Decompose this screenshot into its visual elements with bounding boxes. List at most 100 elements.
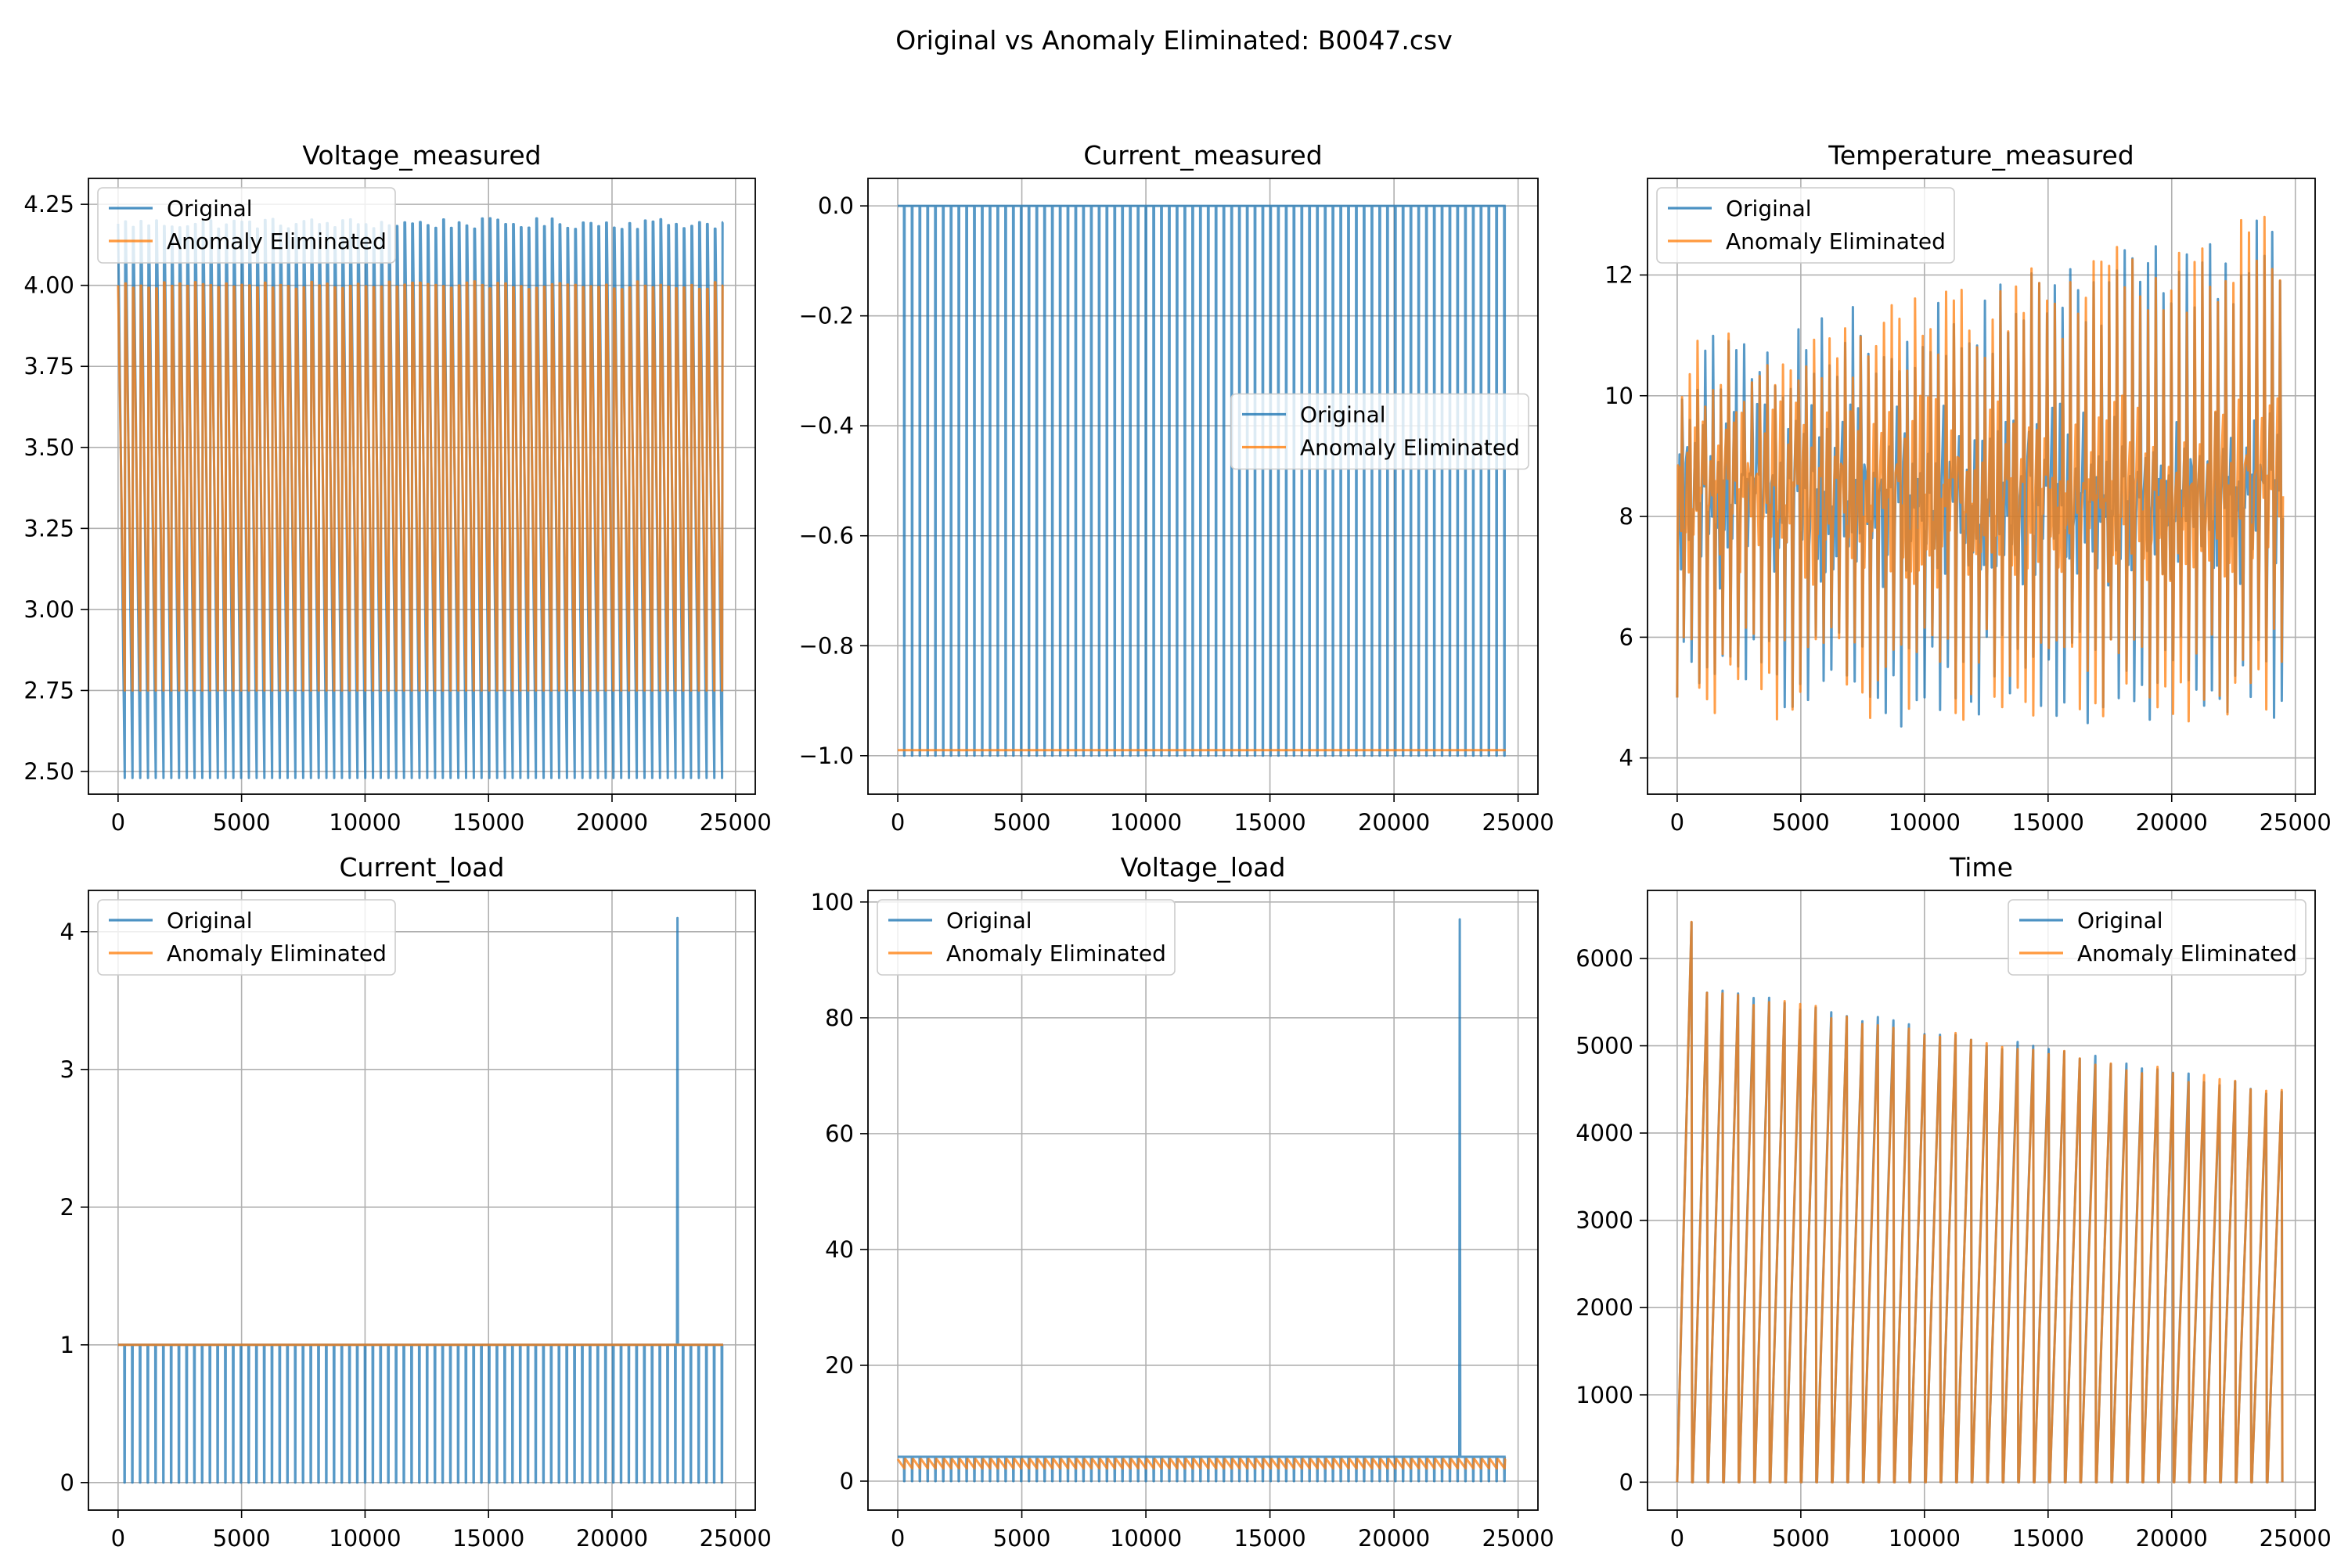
y-tick-label: 6000 <box>1576 945 1633 972</box>
legend-box <box>877 899 1176 976</box>
y-tick-label: 3.25 <box>23 515 74 541</box>
axes-frame <box>88 890 756 1511</box>
legend-label: Original <box>946 908 1032 933</box>
y-tick-label: 4000 <box>1576 1120 1633 1146</box>
x-tick-label: 10000 <box>1110 809 1182 836</box>
y-tick-label: 3.00 <box>23 596 74 623</box>
axes-frame <box>867 178 1539 795</box>
legend-label: Original <box>167 908 253 933</box>
x-tick-label: 25000 <box>700 809 772 836</box>
y-tick-label: 40 <box>825 1236 854 1263</box>
x-tick-label: 25000 <box>2260 1525 2332 1552</box>
y-tick-label: 4 <box>60 919 74 945</box>
y-tick-label: 8 <box>1619 503 1633 530</box>
subplot-current-load: 0 5000 10000 15000 20000 25000 0 1 2 3 4 Current_lo… <box>60 852 772 1552</box>
subplot-temperature-measured: 0 5000 10000 15000 20000 25000 4 6 8 10 12 Temperat… <box>1604 140 2332 836</box>
x-tick-label: 5000 <box>1772 1525 1830 1552</box>
series-line-anomaly-eliminated <box>1676 920 2284 1483</box>
x-tick-label: 5000 <box>993 1525 1051 1552</box>
x-tick-label: 5000 <box>993 809 1051 836</box>
x-tick-label: 25000 <box>700 1525 772 1552</box>
x-tick-label: 0 <box>1670 1525 1684 1552</box>
axes-frame <box>1647 890 2316 1511</box>
y-tick-label: 4.25 <box>23 191 74 218</box>
series-line-anomaly-eliminated <box>896 1458 1507 1470</box>
legend: Original Anomaly Eliminated <box>1656 187 1955 264</box>
axes-frame <box>88 178 756 795</box>
x-tick-label: 5000 <box>1772 809 1830 836</box>
x-tick-label: 10000 <box>1110 1525 1182 1552</box>
y-tick-label: −0.8 <box>799 632 854 659</box>
y-tick-label: 6 <box>1619 624 1633 650</box>
series-line-original <box>898 204 1507 757</box>
series-line-anomaly-eliminated <box>1676 215 2285 723</box>
y-tick-label: 3 <box>60 1056 74 1083</box>
y-tick-label: 2 <box>60 1194 74 1221</box>
y-tick-label: 0 <box>840 1468 854 1494</box>
y-tick-label: 10 <box>1604 383 1633 409</box>
y-tick-label: 3000 <box>1576 1207 1633 1234</box>
y-tick-label: −0.4 <box>799 412 854 439</box>
x-tick-label: 20000 <box>1358 809 1430 836</box>
x-tick-label: 10000 <box>1889 809 1961 836</box>
legend-label: Anomaly Eliminated <box>167 228 387 254</box>
subplot-current-measured: 0 5000 10000 15000 20000 25000 −1.0 −0.8 −0.6 −0.… <box>799 140 1554 836</box>
x-tick-label: 20000 <box>1358 1525 1430 1552</box>
x-tick-label: 15000 <box>1233 809 1305 836</box>
figure-title: Original vs Anomaly Eliminated: B0047.cs… <box>895 25 1453 56</box>
x-tick-label: 5000 <box>213 1525 271 1552</box>
x-tick-label: 20000 <box>576 1525 648 1552</box>
x-tick-label: 0 <box>1670 809 1684 836</box>
y-tick-label: 2.50 <box>23 758 74 785</box>
subplot-voltage-measured: 0 5000 10000 15000 20000 25000 2.50 2.75 3.00 3.2… <box>23 140 771 836</box>
x-tick-label: 10000 <box>1889 1525 1961 1552</box>
x-tick-label: 15000 <box>452 1525 524 1552</box>
x-tick-label: 0 <box>111 809 125 836</box>
series-line-original <box>117 916 724 1484</box>
legend-label: Anomaly Eliminated <box>167 940 387 966</box>
subplot-title: Temperature_measured <box>1828 140 2134 171</box>
y-tick-label: 0 <box>1619 1469 1633 1495</box>
y-tick-label: 3.50 <box>23 434 74 461</box>
subplot-voltage-load: 0 5000 10000 15000 20000 25000 0 20 40 60 80 100 Vol… <box>811 852 1554 1552</box>
y-tick-label: 2000 <box>1576 1294 1633 1321</box>
legend: Original Anomaly Eliminated <box>877 899 1176 976</box>
x-tick-label: 25000 <box>1482 809 1554 836</box>
legend-label: Anomaly Eliminated <box>1300 435 1520 461</box>
axes-frame <box>867 890 1539 1511</box>
x-tick-label: 10000 <box>329 1525 401 1552</box>
legend-label: Original <box>167 196 253 221</box>
y-tick-label: 60 <box>825 1120 854 1147</box>
legend: Original Anomaly Eliminated <box>1230 393 1529 470</box>
y-tick-label: 2.75 <box>23 677 74 703</box>
y-tick-label: −0.6 <box>799 523 854 549</box>
legend-label: Original <box>1300 402 1386 428</box>
y-tick-label: −0.2 <box>799 303 854 329</box>
subplot-title: Voltage_measured <box>302 140 541 171</box>
legend-box <box>1656 187 1955 264</box>
x-tick-label: 10000 <box>329 809 401 836</box>
x-tick-label: 15000 <box>2012 1525 2084 1552</box>
y-tick-label: 1 <box>60 1332 74 1358</box>
legend: Original Anomaly Eliminated <box>97 899 396 976</box>
legend-box <box>1230 393 1529 470</box>
legend-label: Original <box>2077 908 2163 933</box>
axes-frame <box>1647 178 2316 795</box>
x-tick-label: 25000 <box>2260 809 2332 836</box>
y-tick-label: 0.0 <box>818 192 854 219</box>
x-tick-label: 0 <box>891 809 905 836</box>
x-tick-label: 15000 <box>2012 809 2084 836</box>
x-tick-label: 15000 <box>1233 1525 1305 1552</box>
y-tick-label: 0 <box>60 1469 74 1496</box>
legend: Original Anomaly Eliminated <box>2008 899 2307 976</box>
legend-label: Anomaly Eliminated <box>1726 228 1946 254</box>
x-tick-label: 15000 <box>452 809 524 836</box>
y-tick-label: 100 <box>811 889 854 915</box>
legend-box <box>2008 899 2307 976</box>
x-tick-label: 20000 <box>2136 809 2208 836</box>
legend: Original Anomaly Eliminated <box>97 187 396 264</box>
x-tick-label: 0 <box>111 1525 125 1552</box>
legend-box <box>97 899 396 976</box>
